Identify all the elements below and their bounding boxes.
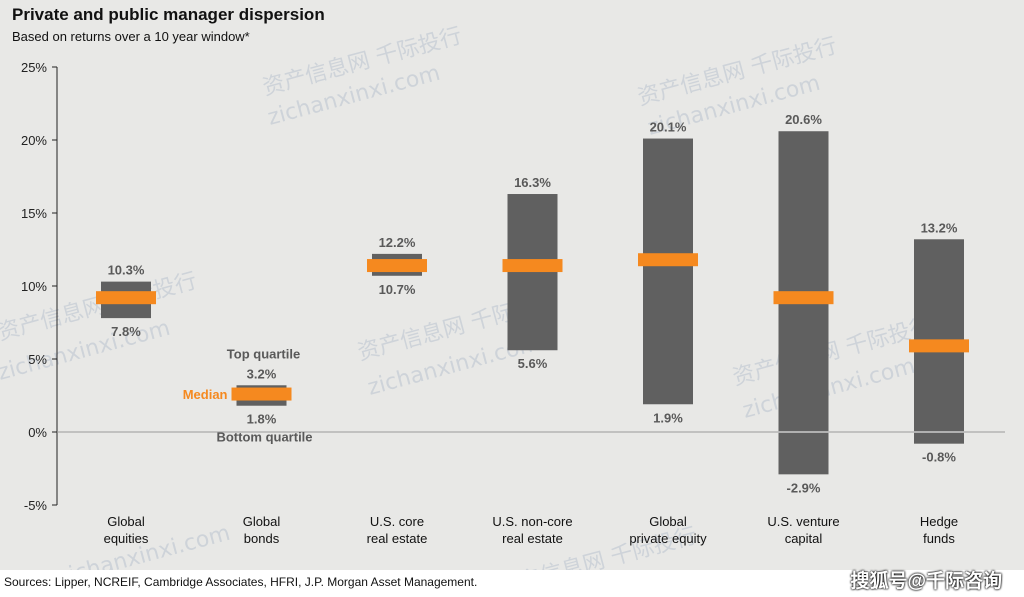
y-tick-label: 10% [21,279,47,294]
top-quartile-label: 12.2% [379,235,416,250]
legend-top-quartile: Top quartile [227,346,300,361]
chart-title: Private and public manager dispersion [12,5,325,25]
y-tick-label: 5% [28,352,47,367]
median-marker [503,259,563,272]
median-marker [96,291,156,304]
bottom-quartile-label: 10.7% [379,282,416,297]
category-label-line2: real estate [367,531,428,546]
y-tick-label: 25% [21,60,47,75]
y-tick-label: -5% [24,498,48,513]
category-label-line2: capital [785,531,823,546]
category-label-line2: funds [923,531,955,546]
top-quartile-label: 20.1% [650,120,687,135]
legend-bottom-quartile: Bottom quartile [216,430,312,445]
range-bar [643,139,693,405]
category-label-line2: real estate [502,531,563,546]
category-label-line1: Global [649,514,687,529]
top-quartile-label: 20.6% [785,112,822,127]
top-quartile-label: 10.3% [108,263,145,278]
median-marker [367,259,427,272]
bottom-quartile-label: 1.9% [653,410,683,425]
brand-watermark: 搜狐号@千际咨询 [850,566,1002,593]
category-label-line1: U.S. core [370,514,424,529]
category-label-line1: U.S. venture [767,514,839,529]
source-note: Sources: Lipper, NCREIF, Cambridge Assoc… [4,575,477,589]
chart-subtitle: Based on returns over a 10 year window* [12,29,250,44]
category-label-line1: Hedge [920,514,958,529]
y-tick-label: 20% [21,133,47,148]
median-marker [774,291,834,304]
bottom-quartile-label: -0.8% [922,450,956,465]
category-label-line1: Global [107,514,145,529]
y-tick-label: 0% [28,425,47,440]
legend-median: Median [183,387,228,402]
y-tick-label: 15% [21,206,47,221]
top-quartile-label: 3.2% [247,366,277,381]
bottom-quartile-label: -2.9% [787,480,821,495]
top-quartile-label: 16.3% [514,175,551,190]
category-label-line1: Global [243,514,281,529]
median-marker [638,253,698,266]
bottom-quartile-label: 1.8% [247,412,277,427]
bottom-quartile-label: 7.8% [111,324,141,339]
top-quartile-label: 13.2% [921,220,958,235]
category-label-line1: U.S. non-core [492,514,572,529]
category-label-line2: equities [104,531,149,546]
bottom-quartile-label: 5.6% [518,356,548,371]
range-bar [508,194,558,350]
median-marker [909,339,969,352]
median-marker [232,388,292,401]
category-label-line2: private equity [629,531,707,546]
category-label-line2: bonds [244,531,280,546]
